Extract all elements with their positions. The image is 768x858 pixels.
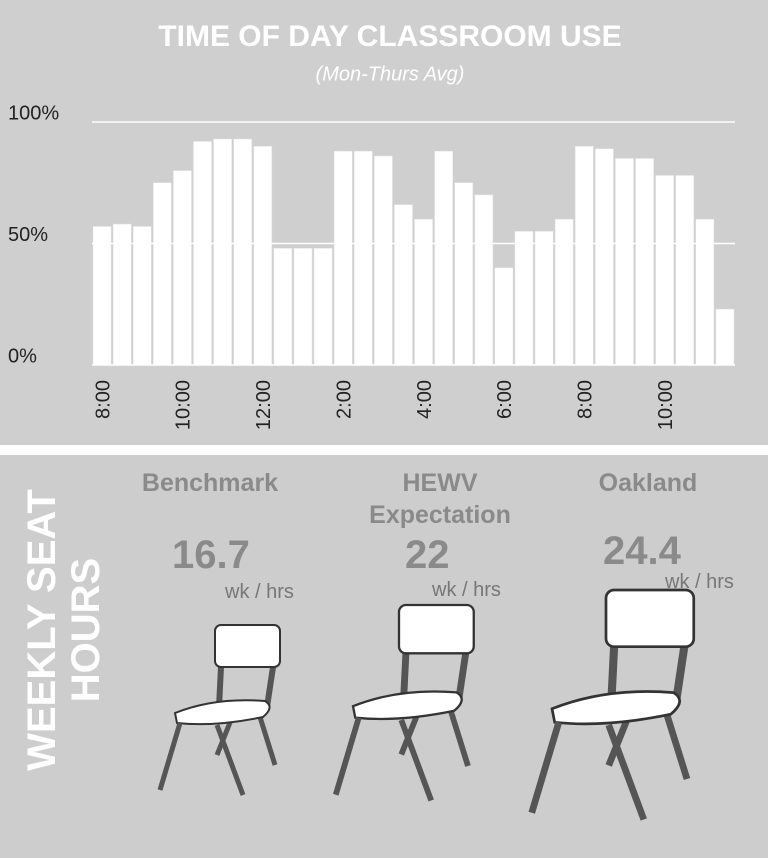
bar [695,218,715,366]
item-unit: wk / hrs [432,579,501,601]
bar [675,175,695,366]
bar [414,218,433,366]
x-tick-label: 12:00 [253,380,275,430]
bar [715,308,735,366]
bar [534,231,554,366]
bar [635,158,654,366]
bar [655,175,674,366]
x-tick-label: 10:00 [655,380,677,430]
item-unit: wk / hrs [665,571,734,593]
bar [615,158,634,366]
bar [394,204,413,366]
bar [374,155,393,366]
item-value: 22 [405,533,450,577]
panel-title: WEEKLY SEAT HOURS [20,489,108,771]
bar [132,226,152,366]
bar [494,267,514,366]
x-tick-label: 6:00 [494,380,516,419]
y-tick-label: 100% [8,102,59,124]
bar [575,146,594,366]
bar [112,223,132,366]
bar [554,218,574,366]
x-tick-label: 4:00 [414,380,436,419]
x-tick-label: 2:00 [333,380,355,419]
y-tick-label: 50% [8,224,48,246]
item-value: 16.7 [172,533,250,577]
bar [173,170,192,366]
x-tick-label: 8:00 [92,380,114,419]
y-tick-label: 0% [8,345,37,367]
item-unit: wk / hrs [225,581,294,603]
bar [454,182,474,366]
chart: TIME OF DAY CLASSROOM USE (Mon-Thurs Avg… [0,0,768,445]
x-tick-label: 8:00 [575,380,597,419]
bar [153,182,172,366]
item-name: Benchmark [141,469,279,497]
bar [92,226,112,366]
seat-hours-panel: WEEKLY SEAT HOURS Benchmark HEWV Expecta… [0,455,768,858]
bar [595,148,614,366]
bar [333,150,353,366]
bar [474,194,494,366]
chair [160,625,280,795]
bar [434,150,453,366]
chart-title: TIME OF DAY CLASSROOM USE [158,20,621,53]
bar [253,146,273,366]
bar [293,248,313,366]
item-name: HEWV Expectation [369,469,511,529]
chair [336,605,474,801]
chair [532,590,694,820]
item-name: Oakland [598,469,698,497]
bar [233,138,252,366]
bar [353,150,373,366]
bar [514,231,534,366]
chart-subtitle: (Mon-Thurs Avg) [316,63,465,85]
bar [313,248,333,366]
bar [213,138,232,366]
bar [193,141,212,366]
x-tick-label: 10:00 [173,380,195,430]
item-value: 24.4 [603,529,681,573]
bar [273,248,293,366]
